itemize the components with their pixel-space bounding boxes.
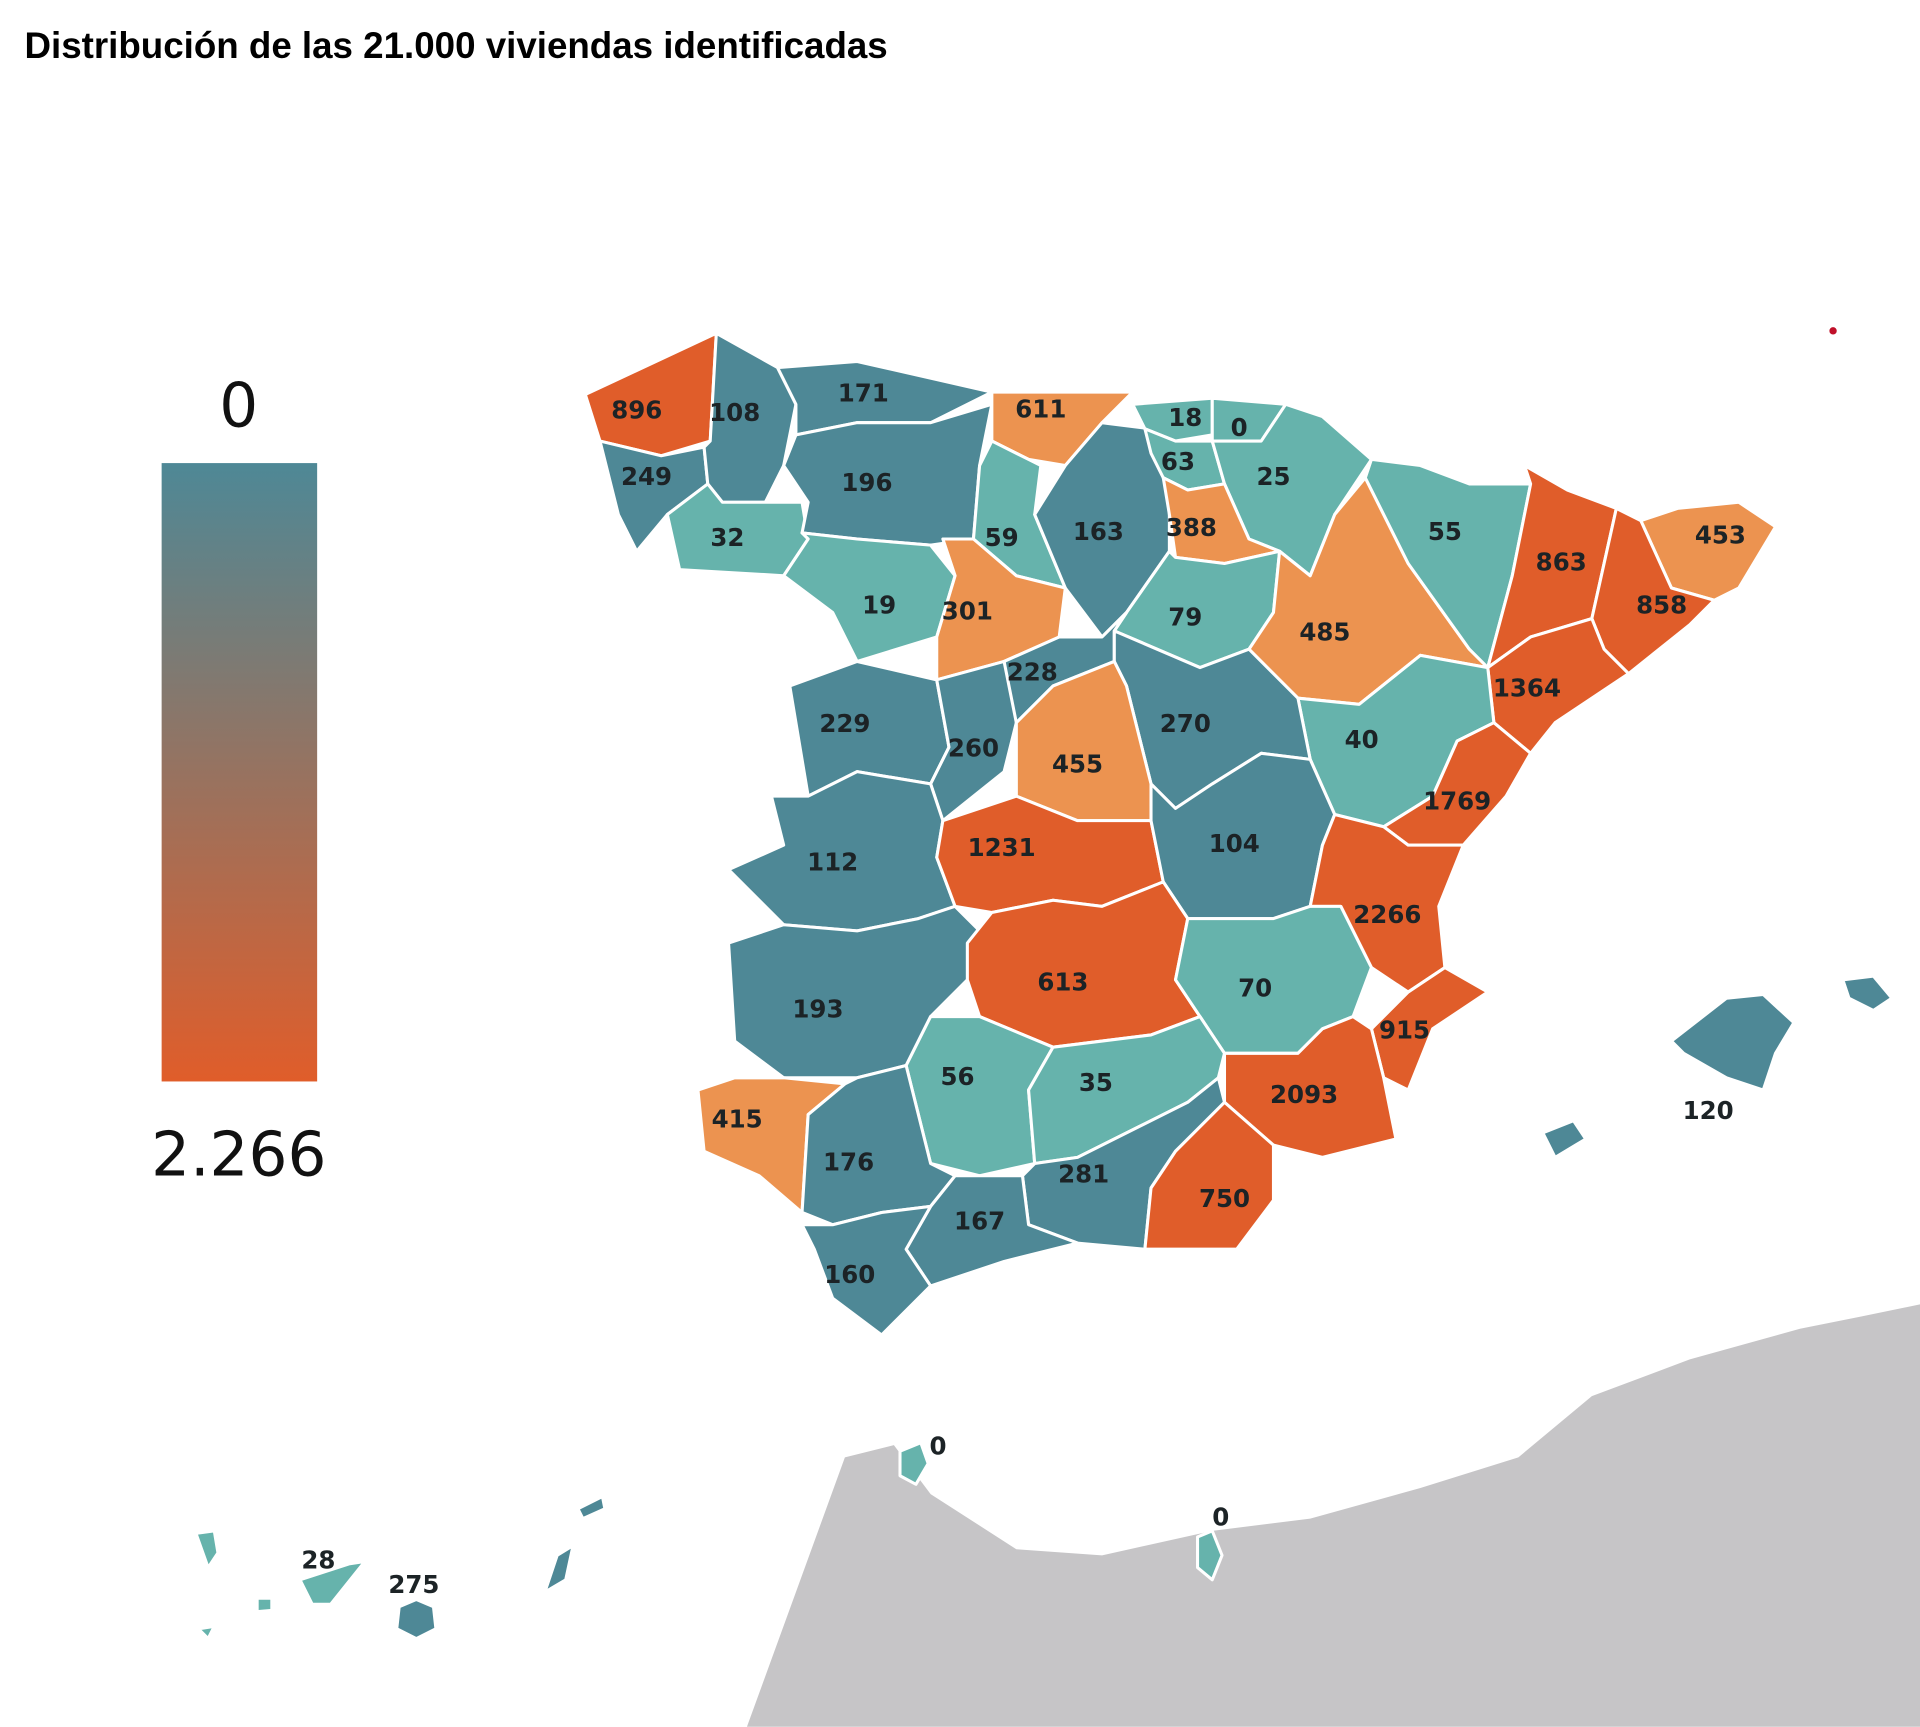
legend-min-label: 0 <box>219 370 258 441</box>
province-value-label: 79 <box>1168 603 1202 632</box>
province-value-label: 915 <box>1379 1015 1430 1044</box>
province-value-label: 70 <box>1238 974 1272 1003</box>
province-value-label: 0 <box>929 1432 946 1461</box>
province-value-label: 455 <box>1052 750 1103 779</box>
province-value-label: 25 <box>1256 462 1290 491</box>
province-value-label: 59 <box>985 523 1019 552</box>
province-value-label: 193 <box>792 994 843 1023</box>
province-value-label: 301 <box>942 596 993 625</box>
province-value-label: 0 <box>1231 413 1248 442</box>
province-value-label: 0 <box>1212 1503 1229 1532</box>
province-region <box>1590 506 1716 676</box>
province-region <box>1143 1100 1276 1251</box>
province-value-label: 2266 <box>1353 900 1421 929</box>
province-value-label: 485 <box>1299 617 1350 646</box>
province-value-label: 112 <box>807 848 858 877</box>
province-value-label: 32 <box>710 523 744 552</box>
province-value-label: 40 <box>1345 725 1379 754</box>
province-value-label: 2093 <box>1270 1080 1338 1109</box>
provinces-layer <box>194 331 1894 1641</box>
province-value-label: 750 <box>1199 1184 1250 1213</box>
province-value-label: 167 <box>954 1206 1005 1235</box>
province-region <box>1669 992 1796 1092</box>
province-value-label: 104 <box>1209 829 1260 858</box>
province-region <box>1541 1119 1588 1159</box>
province-region <box>255 1596 274 1614</box>
province-region <box>194 1529 220 1570</box>
province-region <box>196 1624 216 1641</box>
province-value-label: 108 <box>709 398 760 427</box>
province-region <box>1841 974 1894 1012</box>
province-value-label: 260 <box>948 734 999 763</box>
province-value-label: 388 <box>1166 513 1217 542</box>
province-value-label: 415 <box>712 1105 763 1134</box>
province-region <box>782 531 957 663</box>
province-value-label: 611 <box>1015 394 1066 423</box>
province-region <box>576 1495 607 1521</box>
province-value-label: 896 <box>611 396 662 425</box>
province-value-label: 249 <box>621 462 672 491</box>
province-value-label: 229 <box>819 709 870 738</box>
province-region <box>665 482 810 578</box>
province-value-label: 863 <box>1536 548 1587 577</box>
province-value-label: 56 <box>941 1062 975 1091</box>
province-value-label: 171 <box>838 379 889 408</box>
province-value-label: 613 <box>1037 968 1088 997</box>
province-value-label: 858 <box>1636 590 1687 619</box>
province-value-label: 35 <box>1079 1068 1113 1097</box>
province-value-label: 176 <box>823 1148 874 1177</box>
province-region <box>395 1597 438 1641</box>
province-labels: 896 249 108 32 171 196 611 59 163 19 301 18 0 63 25 388… <box>301 379 1746 1599</box>
province-value-label: 270 <box>1160 709 1211 738</box>
province-region <box>583 331 718 458</box>
province-region <box>898 1441 930 1486</box>
province-value-label: 18 <box>1168 403 1202 432</box>
marker-dot <box>1829 327 1837 335</box>
legend-max-label: 2.266 <box>151 1120 326 1191</box>
province-value-label: 1364 <box>1493 674 1561 703</box>
province-region <box>929 659 1018 823</box>
province-value-label: 63 <box>1161 447 1195 476</box>
province-region <box>543 1544 575 1594</box>
map-title: Distribución de las 21.000 viviendas ide… <box>24 25 887 66</box>
province-region <box>800 1204 933 1337</box>
province-value-label: 228 <box>1007 658 1058 687</box>
province-value-label: 1231 <box>968 833 1036 862</box>
province-value-label: 1769 <box>1423 786 1491 815</box>
province-value-label: 19 <box>862 590 896 619</box>
africa-landmass <box>746 1304 1920 1727</box>
legend-color-scale <box>161 463 318 1082</box>
province-value-label: 196 <box>841 468 892 497</box>
province-value-label: 160 <box>824 1260 875 1289</box>
province-value-label: 120 <box>1683 1096 1734 1125</box>
province-value-label: 55 <box>1428 517 1462 546</box>
province-value-label: 275 <box>388 1570 439 1599</box>
province-value-label: 281 <box>1058 1160 1109 1189</box>
province-region <box>298 1559 367 1606</box>
province-region <box>1196 1529 1224 1582</box>
province-region <box>935 537 1067 682</box>
province-value-label: 28 <box>301 1545 335 1574</box>
province-value-label: 163 <box>1073 517 1124 546</box>
province-value-label: 453 <box>1695 521 1746 550</box>
